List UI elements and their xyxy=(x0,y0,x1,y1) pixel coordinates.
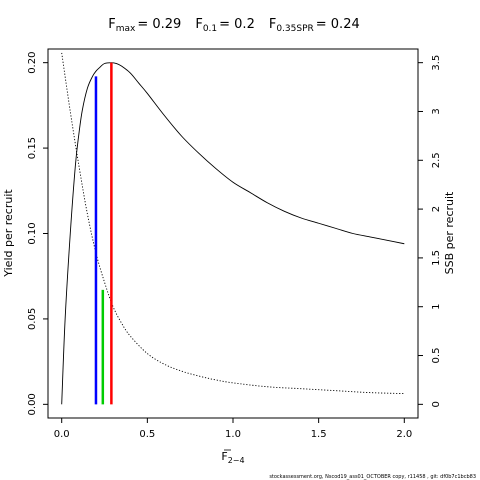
x-axis-title-main: F xyxy=(221,450,227,463)
title-f01-sub: 0.1 xyxy=(203,24,217,34)
y-left-tick-label: 0.20 xyxy=(27,52,38,74)
y-axis-left-title: Yield per recruit xyxy=(2,189,15,278)
x-tick-label: 0.0 xyxy=(54,429,70,440)
x-tick-label: 2.0 xyxy=(396,429,412,440)
y-right-tick-label: 2 xyxy=(431,206,442,212)
title-f035-sub: 0.35SPR xyxy=(276,24,313,34)
y-left-tick-label: 0.10 xyxy=(27,222,38,244)
title-fmax-label: F xyxy=(108,17,115,32)
ssb-per-recruit-line xyxy=(61,52,405,395)
title-fmax-eq: = 0.29 xyxy=(137,17,181,32)
title-f035-label: F xyxy=(269,17,276,32)
chart-title: Fmax = 0.29 F0.1 = 0.2 F0.35SPR = 0.24 xyxy=(108,17,360,34)
x-axis-title-sub: 2−4 xyxy=(228,456,245,465)
y-left-tick-label: 0.00 xyxy=(27,393,38,415)
title-fmax-sub: max xyxy=(116,24,136,34)
y-right-tick-label: 2.5 xyxy=(431,152,442,168)
y-axis-right-title: SSB per recruit xyxy=(443,191,456,274)
y-right-tick-label: 3 xyxy=(431,108,442,114)
x-tick-label: 1.5 xyxy=(311,429,327,440)
y-right-tick-label: 0 xyxy=(431,401,442,407)
x-tick-label: 1.0 xyxy=(225,429,241,440)
y-left-tick-label: 0.15 xyxy=(27,137,38,159)
title-f01-label: F xyxy=(195,17,202,32)
y-right-tick-label: 1.5 xyxy=(431,250,442,266)
chart-marks: 0.0 0.5 1.0 1.5 2.0 0.00 0.05 0.10 0.15 0.20 0 0.5 1… xyxy=(27,52,442,440)
y-right-tick-label: 1 xyxy=(431,304,442,310)
title-f035-eq: = 0.24 xyxy=(316,17,360,32)
x-axis-title: F2−4 xyxy=(221,450,244,465)
x-tick-label: 0.5 xyxy=(139,429,155,440)
y-right-tick-label: 0.5 xyxy=(431,348,442,364)
footer-credit: stockassessment.org, Nscod19_ass01_OCTOB… xyxy=(269,474,476,480)
y-right-tick-label: 3.5 xyxy=(431,55,442,71)
y-left-tick-label: 0.05 xyxy=(27,308,38,330)
yield-per-recruit-line xyxy=(61,62,405,405)
title-f01-eq: = 0.2 xyxy=(219,17,255,32)
